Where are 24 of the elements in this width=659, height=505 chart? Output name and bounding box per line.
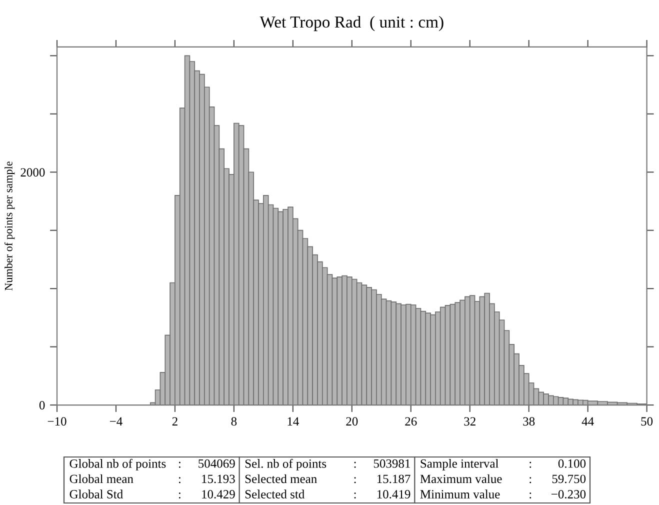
text: Sel. nb of points : 503981 <box>245 458 410 470</box>
y-tick-label: 2000 <box>20 168 45 177</box>
text: Global mean : 15.193 <box>70 474 235 484</box>
x-tick-label: 38 <box>523 417 535 426</box>
text: Selected std : 10.419 <box>245 490 410 499</box>
x-tick-label: −4 <box>110 417 122 426</box>
y-tick-label: 0 <box>39 401 45 410</box>
text: Sample interval : 0.100 <box>420 459 586 470</box>
x-tick-label: 50 <box>641 417 653 426</box>
x-tick-label: 32 <box>464 417 476 426</box>
text: Global nb of points : 504069 <box>70 458 235 470</box>
x-tick-label: 26 <box>405 417 417 426</box>
x-tick-label: 8 <box>231 417 237 426</box>
x-tick-label: 2 <box>172 417 178 426</box>
x-tick-label: 20 <box>346 417 358 426</box>
text: Selected mean : 15.187 <box>245 474 410 484</box>
x-tick-label: 44 <box>582 417 594 426</box>
text: Global Std : 10.429 <box>70 490 235 499</box>
text: Maximum value : 59.750 <box>420 474 586 484</box>
y-axis-title: Number of points per sample <box>4 162 15 290</box>
x-tick-label: −10 <box>48 417 66 426</box>
text: Minimum value : −0.230 <box>420 490 586 499</box>
x-tick-label: 14 <box>288 417 299 426</box>
chart-title: Wet Tropo Rad ( unit : cm) <box>260 16 444 32</box>
